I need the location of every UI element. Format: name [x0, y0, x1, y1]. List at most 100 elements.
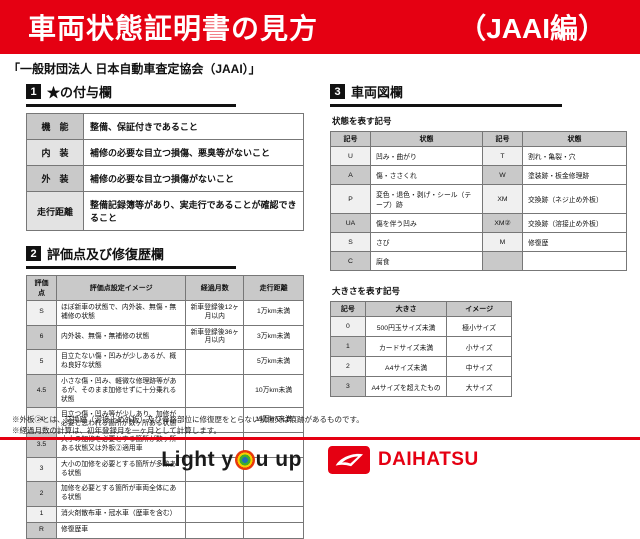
table-cell: 3万km未満	[243, 324, 304, 351]
table-cell: XM	[482, 184, 523, 214]
table-cell	[243, 521, 304, 539]
table-cell	[243, 481, 304, 508]
table-cell: 3	[330, 376, 366, 397]
table-cell: 変色・退色・剥げ・シール（テープ）跡	[370, 184, 483, 214]
table-cell: 機 能	[26, 113, 84, 140]
table-cell: ほぼ新車の状態で、内外装、無傷・無補修の状態	[55, 300, 187, 326]
daihatsu-logo: DAIHATSU	[327, 446, 479, 474]
table-cell: 目立つ傷・凹み等が少しあり、加修が必要と思われる箇所が数ヶ所ある状態	[55, 407, 187, 434]
target-icon	[234, 450, 255, 470]
column-header: 状態	[522, 131, 627, 147]
table-row: 3.5大小の加修を必要とする箇所が数ヶ所ある状態又は外板②適用車	[26, 432, 304, 458]
section-header-diagram: 3 車両図欄	[330, 82, 562, 107]
table-cell: さび	[370, 232, 483, 252]
star-criteria-table: 機 能整備、保証付きであること内 装補修の必要な目立つ損傷、悪臭等がないこと外 …	[26, 113, 304, 231]
table-row: 1 カードサイズ未満 小サイズ	[330, 336, 512, 357]
table-cell: M	[482, 232, 523, 252]
table-cell: 内外装、無傷・無補修の状態	[55, 324, 187, 351]
grade-table: 評価点 評価点設定イメージ 経過月数 走行距離 S ほぼ新車の状態で、内外装、無傷…	[26, 275, 304, 539]
table-cell: 補修の必要な目立つ損傷、悪臭等がないこと	[83, 139, 304, 166]
column-header: 記号	[330, 301, 366, 317]
table-cell: UA	[330, 213, 371, 233]
table-cell: 修復歴	[522, 232, 627, 252]
state-symbols-heading: 状態を表す記号	[332, 116, 392, 126]
section-title: 評価点及び修復歴欄	[47, 247, 165, 262]
table-cell: 大サイズ	[446, 376, 512, 397]
table-cell: 傷を伴う凹み	[370, 213, 483, 233]
table-cell: S	[26, 300, 57, 326]
size-symbols-heading: 大きさを表す記号	[332, 286, 401, 296]
table-cell: P	[330, 184, 371, 214]
footnotes: ※外板②とは、交換跡（溶接止め外板）及び骨格部位に修復歴をとらない損傷又は痕跡が…	[12, 414, 364, 437]
footnote-line: ※経過月数の計算は、初年登録月を一ヶ月として計算します。	[12, 426, 222, 436]
column-header: 記号	[482, 131, 523, 147]
table-cell: 3	[26, 456, 57, 483]
table-row: 2 加修を必要とする箇所が車両全体にある状態	[26, 481, 304, 508]
table-cell: 腐食	[370, 251, 483, 271]
table-cell	[185, 521, 245, 539]
table-cell: 走行距離	[26, 191, 84, 231]
table-cell: 新車登録後36ヶ月以内	[185, 324, 245, 351]
table-cell	[185, 432, 245, 458]
column-header: 経過月数	[185, 275, 245, 301]
section-number-badge: 2	[26, 246, 41, 261]
column-header: 状態	[370, 131, 483, 147]
column-header: 評価点	[26, 275, 57, 301]
column-header: 大きさ	[364, 301, 448, 317]
table-cell: A4サイズを超えたもの	[364, 376, 448, 397]
table-header-row: 評価点 評価点設定イメージ 経過月数 走行距離	[26, 275, 304, 301]
slogan-text-pre: Light y	[161, 448, 234, 471]
table-cell: A4サイズ未満	[364, 356, 448, 377]
table-cell: C	[330, 251, 371, 271]
title-banner: 車両状態証明書の見方 （JAAI編）	[0, 0, 640, 54]
size-symbols-table: 記号 大きさ イメージ 0 500円玉サイズ未満 極小サイズ 1 カードサイズ未満 小サイ…	[330, 301, 512, 397]
footer-logos: Light y u up DAIHATSU	[0, 440, 640, 480]
table-row: 2 A4サイズ未満 中サイズ	[330, 356, 512, 377]
table-cell: 凹み・曲がり	[370, 146, 483, 166]
table-cell: 修復歴車	[55, 521, 187, 539]
section-title: ★の付与欄	[47, 85, 113, 100]
red-divider	[0, 437, 640, 440]
table-cell	[185, 373, 245, 409]
table-cell: 1	[26, 506, 57, 523]
table-row: S さび M 修復歴	[330, 232, 627, 252]
table-cell: 目立たない傷・凹みが少しあるが、概ね良好な状態	[55, 349, 187, 375]
footnote-line: ※外板②とは、交換跡（溶接止め外板）及び骨格部位に修復歴をとらない損傷又は痕跡が…	[12, 415, 364, 424]
table-cell: 15万km未満	[243, 407, 304, 434]
table-row: S ほぼ新車の状態で、内外装、無傷・無補修の状態 新車登録後12ヶ月以内 1万km未満	[26, 300, 304, 326]
table-cell: 3.5	[26, 432, 57, 458]
organization-subtitle: 「一般財団法人 日本自動車査定協会（JAAI）」	[8, 62, 261, 76]
table-row: 4.5 小さな傷・凹み、軽微な修理跡等があるが、そのまま加修せずに十分乗れる状態 1…	[26, 373, 304, 409]
table-row: 0 500円玉サイズ未満 極小サイズ	[330, 316, 512, 337]
column-header: 評価点設定イメージ	[55, 275, 187, 301]
table-row: 外 装補修の必要な目立つ損傷がないこと	[26, 165, 304, 192]
section-header-grade: 2 評価点及び修復歴欄	[26, 244, 236, 269]
table-row: 機 能整備、保証付きであること	[26, 113, 304, 140]
table-row: R 修復歴車	[26, 521, 304, 539]
table-cell: T	[482, 146, 523, 166]
column-header: 走行距離	[243, 275, 304, 301]
table-cell	[185, 481, 245, 508]
table-row: P 変色・退色・剥げ・シール（テープ）跡 XM 交換跡（ネジ止め外板）	[330, 184, 627, 214]
table-cell: 補修の必要な目立つ損傷がないこと	[83, 165, 304, 192]
table-cell: 0	[330, 316, 366, 337]
table-cell: カードサイズ未満	[364, 336, 448, 357]
table-cell: 5	[26, 349, 57, 375]
table-cell: 交換跡（溶接止め外板）	[522, 213, 627, 233]
table-cell: 中サイズ	[446, 356, 512, 377]
table-cell	[482, 251, 523, 271]
daihatsu-wordmark: DAIHATSU	[377, 449, 479, 470]
table-cell: 6	[26, 324, 57, 351]
table-cell: 割れ・亀裂・穴	[522, 146, 627, 166]
column-header: イメージ	[446, 301, 512, 317]
table-cell: 4.5	[26, 373, 57, 409]
table-cell: 傷・ささくれ	[370, 165, 483, 185]
state-symbols-table: 記号 状態 記号 状態 U 凹み・曲がり T 割れ・亀裂・穴 A 傷・ささくれ W 塗装跡・板…	[330, 131, 627, 271]
table-cell: 整備記録簿等があり、実走行であることが確認できること	[83, 191, 304, 231]
table-cell	[185, 349, 245, 375]
table-cell: 新車登録後12ヶ月以内	[185, 300, 245, 326]
table-cell: XM②	[482, 213, 523, 233]
page-title: 車両状態証明書の見方	[28, 13, 319, 44]
table-cell	[522, 251, 627, 271]
table-cell	[243, 506, 304, 523]
